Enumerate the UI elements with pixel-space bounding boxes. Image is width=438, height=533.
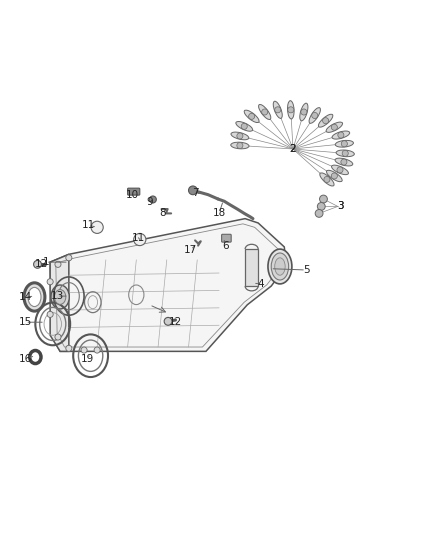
Ellipse shape <box>326 170 342 182</box>
Text: 18: 18 <box>212 208 226 219</box>
Ellipse shape <box>236 122 253 131</box>
Circle shape <box>315 209 323 217</box>
Ellipse shape <box>312 112 318 118</box>
Circle shape <box>164 318 172 325</box>
Ellipse shape <box>324 176 330 182</box>
Ellipse shape <box>336 150 354 157</box>
Ellipse shape <box>231 142 249 149</box>
Ellipse shape <box>24 283 45 311</box>
Ellipse shape <box>338 132 344 138</box>
Text: 11: 11 <box>82 220 95 230</box>
Text: 4: 4 <box>257 279 264 289</box>
Ellipse shape <box>237 133 243 139</box>
Ellipse shape <box>300 103 308 121</box>
Polygon shape <box>50 254 69 351</box>
Text: 8: 8 <box>159 208 166 219</box>
Text: 14: 14 <box>19 292 32 302</box>
Ellipse shape <box>271 253 289 280</box>
Ellipse shape <box>332 131 350 139</box>
Text: 12: 12 <box>35 260 48 269</box>
Circle shape <box>134 233 146 246</box>
Text: 7: 7 <box>192 188 198 198</box>
Ellipse shape <box>332 165 349 175</box>
Text: 2: 2 <box>289 144 295 154</box>
Circle shape <box>81 347 87 353</box>
Ellipse shape <box>273 101 282 118</box>
Ellipse shape <box>268 249 292 284</box>
Circle shape <box>55 261 61 268</box>
Ellipse shape <box>241 123 247 130</box>
Ellipse shape <box>275 258 285 275</box>
Ellipse shape <box>301 109 307 115</box>
Ellipse shape <box>341 159 347 165</box>
Ellipse shape <box>288 107 294 113</box>
Circle shape <box>34 261 42 268</box>
Ellipse shape <box>331 124 337 130</box>
Ellipse shape <box>51 285 69 309</box>
Text: 1: 1 <box>42 257 49 267</box>
Ellipse shape <box>320 173 334 186</box>
Text: 12: 12 <box>169 317 182 327</box>
Text: 9: 9 <box>146 197 153 207</box>
Text: 3: 3 <box>337 201 343 212</box>
Ellipse shape <box>275 107 281 113</box>
Ellipse shape <box>326 122 343 132</box>
Ellipse shape <box>341 141 347 147</box>
Ellipse shape <box>318 114 333 127</box>
Ellipse shape <box>244 110 259 123</box>
FancyBboxPatch shape <box>222 235 231 242</box>
Ellipse shape <box>309 108 321 123</box>
Circle shape <box>94 347 100 353</box>
Circle shape <box>66 345 72 351</box>
Text: 11: 11 <box>132 233 145 243</box>
Ellipse shape <box>54 289 66 304</box>
Text: 17: 17 <box>184 245 198 255</box>
Circle shape <box>66 255 72 261</box>
Polygon shape <box>245 249 258 286</box>
Text: 3: 3 <box>337 201 343 212</box>
Ellipse shape <box>231 132 249 140</box>
Circle shape <box>320 195 327 203</box>
Text: 6: 6 <box>222 240 229 251</box>
Circle shape <box>47 279 53 285</box>
Text: 2: 2 <box>290 144 296 154</box>
Polygon shape <box>50 219 286 351</box>
Ellipse shape <box>335 158 353 166</box>
Circle shape <box>55 334 61 340</box>
Circle shape <box>318 203 325 211</box>
Circle shape <box>188 186 197 195</box>
Circle shape <box>91 221 103 233</box>
Circle shape <box>149 196 156 203</box>
Text: 13: 13 <box>50 291 64 301</box>
Text: 15: 15 <box>19 317 32 327</box>
Text: 16: 16 <box>19 354 32 364</box>
Ellipse shape <box>335 140 353 147</box>
Text: 10: 10 <box>125 190 138 200</box>
Ellipse shape <box>237 142 243 149</box>
Ellipse shape <box>331 173 337 179</box>
Text: 19: 19 <box>81 354 94 364</box>
Ellipse shape <box>28 287 41 306</box>
Ellipse shape <box>261 109 268 115</box>
Circle shape <box>47 311 53 318</box>
Ellipse shape <box>337 167 343 173</box>
Ellipse shape <box>258 104 271 119</box>
Ellipse shape <box>249 114 254 119</box>
Text: 5: 5 <box>303 265 309 275</box>
Ellipse shape <box>287 101 294 119</box>
Ellipse shape <box>322 118 328 124</box>
FancyBboxPatch shape <box>127 188 140 195</box>
Ellipse shape <box>342 150 348 156</box>
